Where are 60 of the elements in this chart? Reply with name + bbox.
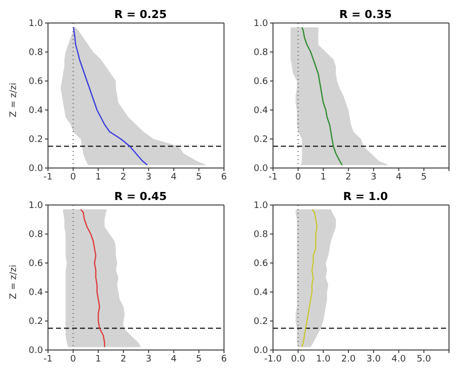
y-tick-label: 0.8 [28,48,44,58]
y-tick-label: 0.0 [28,164,44,174]
y-axis-title: Z = z/zi [9,82,19,118]
x-tick-label: 2 [120,172,126,182]
y-tick-label: 1.0 [28,19,44,30]
x-tick-label: 3 [370,172,376,182]
y-tick-label: 0.6 [254,259,268,270]
y-tick-label: 0.0 [254,346,268,356]
y-tick-label: 0.4 [28,288,44,298]
x-tick-label: 0 [295,172,302,182]
x-tick-label: 3.0 [366,354,381,364]
y-tick-label: 0.6 [28,77,44,88]
x-tick-label: 4 [170,354,177,364]
x-tick-label: 5 [196,354,202,364]
y-tick-label: 0.2 [28,317,43,328]
x-tick-label: -1 [268,172,278,182]
x-tick-label: 0 [70,354,76,364]
y-tick-label: 1.0 [254,19,268,30]
y-tick-label: 1.0 [28,201,44,212]
chart-title: R = 1.0 [342,190,389,203]
x-tick-label: -1.0 [264,354,282,364]
x-tick-label: 5 [420,172,427,182]
x-tick-label: 6 [221,172,228,182]
y-tick-label: 0.2 [254,135,268,146]
x-tick-label: 2 [346,172,352,182]
x-tick-label: 2.0 [341,354,356,364]
y-tick-label: 1.0 [254,201,268,212]
y-tick-label: 0.0 [28,346,44,356]
x-tick-label: 3 [146,172,152,182]
y-tick-label: 0.6 [254,77,268,88]
x-tick-label: 4 [170,172,177,182]
x-tick-label: 5 [196,172,202,182]
x-tick-label: -1 [44,354,52,364]
x-tick-label: -1 [44,172,52,182]
x-tick-label: 3 [146,354,152,364]
x-tick-label: 1 [95,354,102,364]
x-tick-label: 6 [221,354,228,364]
y-tick-label: 0.4 [254,106,268,116]
x-tick-label: 2 [120,354,126,364]
x-tick-label: 1 [320,172,326,182]
y-tick-label: 0.8 [254,230,268,240]
y-tick-label: 0.8 [254,48,268,58]
x-tick-label: 0.0 [290,354,306,364]
chart-title: R = 0.25 [113,8,168,21]
x-tick-label: 1.0 [316,354,331,364]
y-tick-label: 0.4 [28,106,44,116]
x-tick-label: 4 [396,172,402,182]
x-tick-label: 1 [95,172,102,182]
y-tick-label: 0.6 [28,259,44,270]
chart-title: R = 0.35 [338,8,393,21]
y-tick-label: 0.8 [28,230,44,240]
x-tick-label: 4.0 [392,354,406,364]
y-tick-label: 0.0 [254,164,268,174]
y-tick-label: 0.2 [254,317,268,328]
chart-title: R = 0.45 [113,190,168,203]
y-axis-title: Z = z/zi [9,264,19,300]
y-tick-label: 0.4 [254,288,268,298]
x-tick-label: 0 [70,172,76,182]
y-tick-label: 0.2 [28,135,43,146]
x-tick-label: 5.0 [416,354,432,364]
